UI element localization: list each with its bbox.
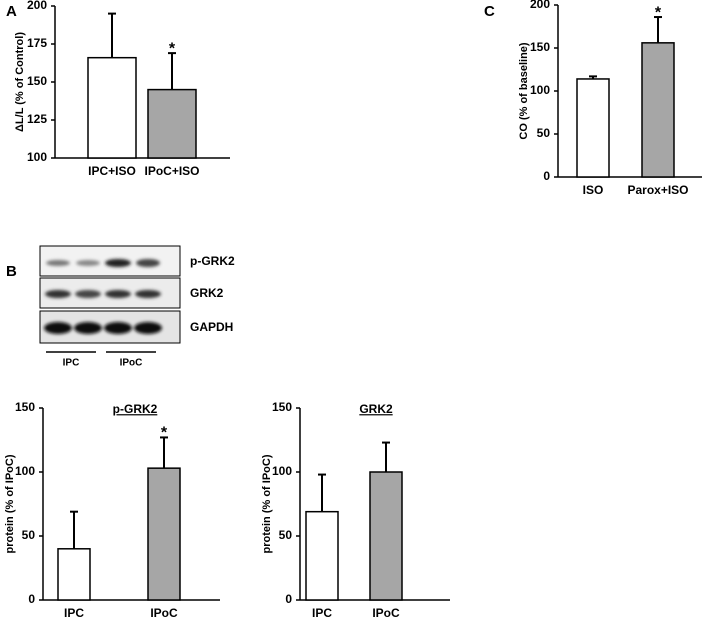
chart: 0 50 100 150 protein (% of IPoC) GRK2 IPC IPoC: [261, 400, 450, 620]
x-tick-label: ISO: [583, 183, 604, 197]
y-tick-label: 150: [27, 74, 47, 88]
panel-letter: A: [6, 3, 17, 20]
significance-mark: *: [161, 425, 168, 442]
blot-label: GRK2: [190, 286, 224, 300]
y-tick-label: 200: [27, 0, 47, 12]
blot-label: p-GRK2: [190, 254, 235, 268]
y-tick-label: 150: [272, 400, 292, 414]
bar: [305, 510, 339, 601]
significance-mark: *: [655, 4, 662, 21]
blot-bands: [44, 259, 162, 334]
bar: [369, 471, 403, 601]
y-tick-label: 0: [28, 592, 35, 606]
error-bar: [382, 441, 390, 472]
panel-letter: B: [6, 263, 17, 280]
y-axis-label: ΔL/L (% of Control): [14, 32, 26, 132]
y-tick-label: 50: [279, 528, 293, 542]
error-bar: [654, 16, 662, 43]
y-tick-label: 100: [15, 464, 35, 478]
chart: 0 50 100 150 200 CO (% of baseline) ISO * Parox+…: [518, 0, 702, 197]
bar: [147, 467, 181, 601]
error-bar: [160, 436, 168, 469]
chart: 100 125 150 175 200 ΔL/L (% of Control) IPC+IS…: [14, 0, 230, 178]
chart: 0 50 100 150 protein (% of IPoC) p-GRK2 IPC * IP…: [4, 400, 220, 620]
y-tick-label: 175: [27, 36, 47, 50]
x-tick-label: IPC: [64, 606, 84, 620]
bar: [641, 42, 675, 178]
bar: [87, 56, 137, 159]
error-bar: [589, 75, 597, 79]
y-tick-label: 150: [15, 400, 35, 414]
x-tick-label: IPoC+ISO: [144, 164, 199, 178]
x-tick-label: IPoC: [150, 606, 178, 620]
y-tick-label: 100: [272, 464, 292, 478]
group-label: IPC: [63, 358, 80, 369]
y-tick-label: 125: [27, 112, 47, 126]
group-label: IPoC: [120, 358, 143, 369]
y-tick-label: 100: [27, 150, 47, 164]
error-bar: [168, 52, 176, 90]
y-tick-label: 200: [530, 0, 550, 11]
y-tick-label: 50: [22, 528, 36, 542]
significance-mark: *: [169, 40, 176, 57]
x-tick-label: IPC: [312, 606, 332, 620]
y-tick-label: 150: [530, 40, 550, 54]
x-tick-label: IPoC: [372, 606, 400, 620]
error-bar: [70, 510, 78, 549]
error-bar: [318, 473, 326, 512]
y-axis-label: protein (% of IPoC): [261, 454, 273, 553]
y-tick-label: 50: [537, 126, 551, 140]
x-tick-label: IPC+ISO: [88, 164, 136, 178]
bar: [57, 548, 91, 601]
bar: [147, 88, 197, 159]
chart-title: p-GRK2: [113, 402, 158, 416]
y-tick-label: 0: [543, 169, 550, 183]
western-blot: p-GRK2 GRK2 GAPDH IPC IPoC: [39, 245, 235, 369]
blot-label: GAPDH: [190, 320, 233, 334]
error-bar: [108, 12, 116, 58]
y-axis-label: protein (% of IPoC): [4, 454, 16, 553]
x-tick-label: Parox+ISO: [627, 183, 688, 197]
y-tick-label: 100: [530, 83, 550, 97]
bar: [576, 78, 610, 178]
chart-title: GRK2: [359, 402, 393, 416]
panel-letter: C: [484, 3, 495, 20]
y-tick-label: 0: [285, 592, 292, 606]
y-axis-label: CO (% of baseline): [518, 42, 530, 140]
